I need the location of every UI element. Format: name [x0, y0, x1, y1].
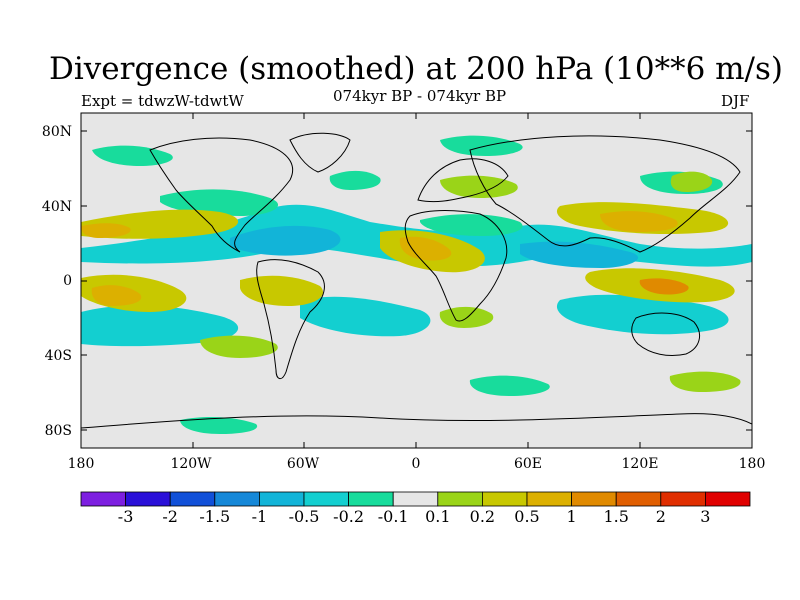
positive-region [600, 211, 678, 232]
greenland-outline [289, 132, 351, 173]
negative-region [300, 296, 431, 337]
positive-region [399, 236, 452, 261]
europe-outline [417, 158, 509, 203]
south-america-outline [256, 259, 325, 379]
period-label: 074kyr BP - 074kyr BP [333, 87, 507, 105]
positive-region [639, 278, 689, 295]
colorbar-label: -3 [117, 507, 134, 526]
lon-label-120w: 120W [170, 456, 212, 472]
negative-region [520, 241, 639, 268]
colorbar-label: -2 [162, 507, 178, 526]
australia-outline [631, 312, 701, 357]
plot-title: Divergence (smoothed) at 200 hPa (10**6 … [49, 51, 783, 87]
negative-region [440, 135, 523, 156]
colorbar-swatch [169, 491, 216, 507]
negative-region [92, 145, 173, 166]
colorbar [80, 491, 751, 507]
divergence-field [81, 135, 752, 434]
negative-region [420, 214, 523, 236]
colorbar-swatch [348, 491, 394, 507]
colorbar-label: 2 [655, 507, 666, 526]
axis-ticks [81, 113, 752, 448]
positive-region [669, 371, 741, 392]
colorbar-swatch [258, 491, 305, 507]
colorbar-label: 0.1 [425, 507, 451, 526]
lon-label-180w: 180 [67, 456, 95, 472]
experiment-label: Expt = tdwzW-tdwtW [81, 92, 244, 110]
negative-region [329, 170, 381, 190]
lon-label-180e: 180 [738, 456, 766, 472]
negative-region [180, 417, 258, 434]
colorbar-label: -0.1 [377, 507, 409, 526]
colorbar-label: -0.2 [333, 507, 365, 526]
colorbar-swatch [526, 491, 572, 507]
north-america-outline [149, 137, 293, 253]
negative-region [556, 294, 729, 335]
positive-region [670, 171, 713, 192]
colorbar-label: -1.5 [199, 507, 231, 526]
asia-outline [469, 135, 741, 253]
colorbar-label: 0.2 [469, 507, 496, 526]
negative-region [469, 375, 550, 396]
africa-outline [404, 210, 508, 322]
colorbar-swatch [80, 491, 126, 507]
negative-region [230, 225, 341, 256]
lon-label-120e: 120E [621, 456, 659, 472]
positive-region [81, 223, 131, 238]
colorbar-label: 1 [566, 507, 577, 526]
colorbar-swatch [125, 491, 171, 507]
positive-region [200, 335, 278, 358]
negative-region [160, 189, 279, 216]
lon-label-60e: 60E [513, 456, 543, 472]
lat-label-0: 0 [63, 273, 72, 289]
colorbar-label: 3 [700, 507, 711, 526]
colorbar-label: 0.5 [514, 507, 540, 526]
positive-region [440, 175, 518, 198]
season-label: DJF [721, 92, 750, 110]
positive-region [240, 275, 324, 306]
positive-region [91, 285, 142, 306]
colorbar-label: -1 [251, 507, 268, 526]
colorbar-label: -0.5 [288, 507, 320, 526]
lon-label-0: 0 [411, 456, 421, 472]
colorbar-swatch [705, 491, 751, 507]
colorbar-swatch [392, 491, 439, 507]
colorbar-swatch [615, 491, 662, 507]
colorbar-swatch [303, 491, 349, 507]
lat-label-80s: 80S [44, 423, 72, 439]
lat-label-40n: 40N [41, 199, 72, 215]
lat-label-80n: 80N [41, 124, 72, 140]
lat-label-40s: 40S [44, 348, 72, 364]
lon-label-60w: 60W [286, 456, 320, 472]
negative-region [81, 305, 239, 347]
antarctica-outline [81, 413, 752, 429]
colorbar-swatch [214, 491, 260, 507]
colorbar-label: 1.5 [603, 507, 629, 526]
colorbar-swatch [571, 491, 617, 507]
coastlines [81, 132, 752, 429]
colorbar-swatch [437, 491, 483, 507]
colorbar-swatch [481, 491, 528, 507]
colorbar-swatch [660, 491, 706, 507]
